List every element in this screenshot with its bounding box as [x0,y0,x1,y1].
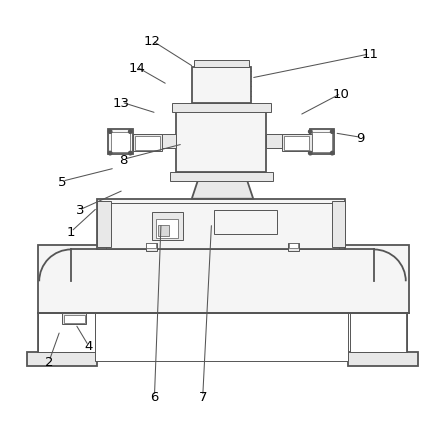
Text: 8: 8 [120,153,128,166]
Bar [288,243,299,252]
Bar [135,137,160,151]
Bar [284,137,309,151]
Bar [97,199,345,250]
Bar [267,135,326,149]
Polygon shape [192,180,253,199]
Text: 11: 11 [361,48,378,61]
Text: 1: 1 [67,226,75,239]
Circle shape [109,152,112,155]
Text: 13: 13 [113,96,130,110]
Circle shape [129,152,132,155]
Bar [156,219,178,239]
Bar [214,210,277,234]
Bar [194,60,249,68]
Text: 7: 7 [198,390,207,403]
Text: 3: 3 [76,204,84,217]
Bar [176,111,267,172]
Bar [146,243,157,252]
Circle shape [109,131,112,134]
Bar [158,226,169,237]
Text: 4: 4 [85,339,93,353]
Text: 9: 9 [356,131,365,145]
Bar [38,245,409,313]
Text: 14: 14 [129,61,146,74]
Bar [310,130,335,154]
Bar [97,201,110,247]
Text: 10: 10 [332,88,349,101]
Bar [119,135,176,149]
Bar [192,67,251,103]
Bar [289,244,299,249]
Bar [170,172,273,182]
Bar [332,201,345,247]
Bar [95,313,348,361]
Circle shape [331,131,334,134]
Circle shape [308,131,312,134]
Bar [133,134,162,152]
Text: 2: 2 [45,355,53,368]
Bar [27,353,97,366]
Text: 6: 6 [150,390,159,403]
Bar [348,353,418,366]
Circle shape [331,152,334,155]
Bar [110,133,130,152]
Bar [146,244,156,249]
Bar [109,130,133,154]
Text: 5: 5 [58,175,66,188]
Text: 12: 12 [144,35,161,48]
Circle shape [129,131,132,134]
Bar [350,313,407,353]
Bar [282,134,312,152]
Bar [64,315,85,323]
Bar [152,212,183,241]
Bar [312,133,332,152]
Bar [38,313,95,353]
Bar [62,313,86,324]
Circle shape [308,152,312,155]
Bar [172,103,271,113]
